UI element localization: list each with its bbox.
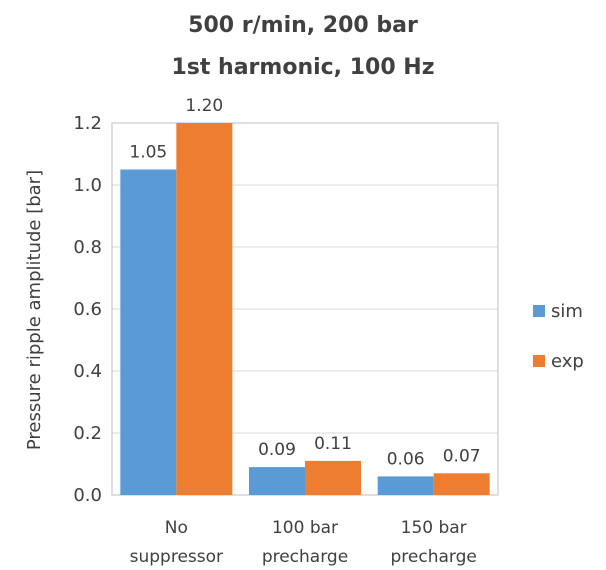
legend-label-sim: sim	[551, 301, 583, 322]
x-tick-label: suppressor	[130, 547, 223, 567]
bar-exp	[305, 460, 361, 495]
x-tick-label: 100 bar	[272, 518, 338, 538]
x-tick-label: No	[165, 518, 188, 538]
chart-title: 500 r/min, 200 bar	[188, 13, 418, 38]
data-label: 1.05	[129, 143, 167, 163]
legend-swatch-sim	[533, 305, 545, 317]
legend-label-exp: exp	[551, 351, 584, 372]
y-tick-label: 0.2	[73, 423, 102, 444]
data-label: 0.07	[443, 446, 481, 466]
data-label: 0.11	[314, 434, 352, 454]
bar-exp	[176, 123, 233, 495]
chart-subtitle: 1st harmonic, 100 Hz	[171, 55, 434, 80]
data-label: 1.20	[185, 96, 223, 116]
y-tick-label: 0.8	[73, 237, 102, 258]
x-tick-label: 150 bar	[401, 518, 467, 538]
x-tick-label: precharge	[390, 547, 476, 567]
y-tick-label: 0.4	[73, 361, 102, 382]
x-tick-label: precharge	[262, 547, 348, 567]
data-label: 0.09	[258, 440, 296, 460]
bar-exp	[433, 473, 490, 495]
y-tick-label: 1.2	[73, 113, 102, 134]
y-tick-label: 1.0	[73, 175, 102, 196]
bar-sim	[120, 169, 177, 495]
legend: sim exp	[533, 301, 584, 372]
data-label: 0.06	[387, 449, 425, 469]
y-tick-label: 0.0	[73, 485, 102, 506]
y-tick-label: 0.6	[73, 299, 102, 320]
legend-swatch-exp	[533, 355, 545, 367]
y-axis-label: Pressure ripple amplitude [bar]	[24, 170, 45, 450]
bar-sim	[249, 467, 305, 495]
bar-sim	[377, 476, 434, 495]
plot-area: 0.0 0.2 0.4 0.6 0.8 1.0 1.2 1.05 1.20 No suppresso…	[73, 96, 499, 567]
